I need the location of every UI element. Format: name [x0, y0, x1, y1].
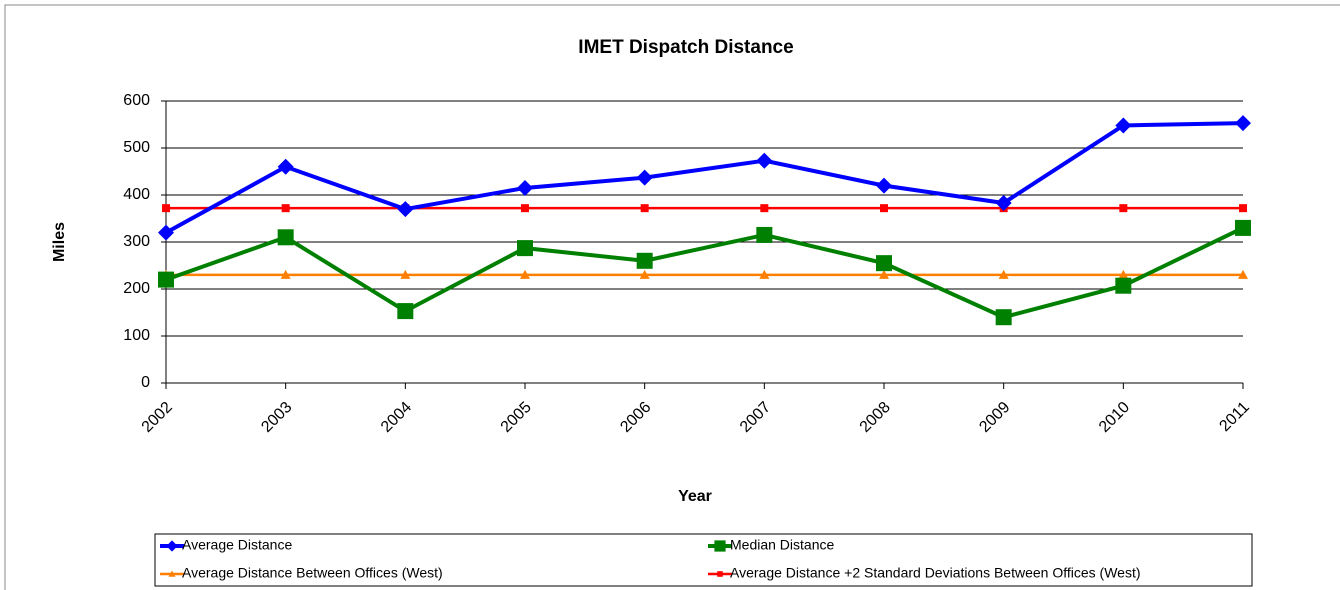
marker: [636, 252, 653, 269]
legend-box: [154, 533, 1253, 587]
marker: [639, 269, 650, 279]
marker: [1119, 204, 1128, 213]
y-tick-label: 100: [123, 327, 150, 344]
series-line: [165, 121, 1244, 235]
marker: [166, 540, 178, 552]
marker: [517, 179, 533, 196]
legend-label: Median Distance: [730, 537, 834, 553]
marker: [1235, 219, 1251, 236]
marker: [162, 204, 170, 213]
marker: [521, 204, 529, 213]
marker: [995, 194, 1012, 211]
marker: [876, 255, 892, 272]
marker: [1118, 269, 1129, 279]
marker: [158, 224, 174, 241]
series-line: [165, 226, 1244, 320]
legend-label: Average Distance Between Offices (West): [182, 565, 443, 581]
marker: [168, 570, 176, 577]
legend-label: Average Distance: [182, 537, 292, 553]
marker: [756, 152, 773, 169]
marker: [1238, 269, 1248, 279]
marker: [636, 169, 653, 186]
marker: [714, 540, 726, 552]
marker: [277, 158, 294, 175]
y-tick-label: 0: [141, 374, 150, 391]
marker: [1235, 115, 1251, 132]
marker: [400, 269, 411, 279]
marker: [520, 269, 530, 279]
y-tick-label: 600: [123, 92, 150, 109]
y-tick-label: 200: [123, 280, 150, 297]
marker: [760, 204, 769, 213]
marker: [397, 303, 414, 320]
marker: [717, 571, 723, 577]
marker: [1115, 117, 1132, 134]
marker: [397, 201, 414, 218]
chart-title: IMET Dispatch Distance: [578, 37, 793, 58]
marker: [879, 269, 889, 279]
x-axis-label: Year: [678, 488, 712, 505]
marker: [281, 204, 290, 213]
legend: Average Distance Median Distance Average D…: [160, 537, 1141, 581]
y-axis-label: Miles: [51, 222, 68, 262]
marker: [876, 177, 892, 194]
y-tick-label: 300: [123, 233, 150, 250]
marker: [1115, 277, 1132, 294]
legend-label: Average Distance +2 Standard Deviations …: [730, 565, 1141, 581]
marker: [880, 204, 888, 213]
marker: [640, 204, 649, 213]
marker: [995, 309, 1012, 326]
y-tick-label: 500: [123, 139, 150, 156]
marker: [158, 271, 174, 288]
marker: [998, 269, 1009, 279]
marker: [277, 229, 294, 246]
marker: [280, 269, 291, 279]
marker: [517, 240, 533, 257]
marker: [756, 226, 773, 243]
marker: [1239, 204, 1247, 213]
marker: [759, 269, 770, 279]
chart-frame: [4, 4, 1340, 590]
y-tick-label: 400: [123, 186, 150, 203]
